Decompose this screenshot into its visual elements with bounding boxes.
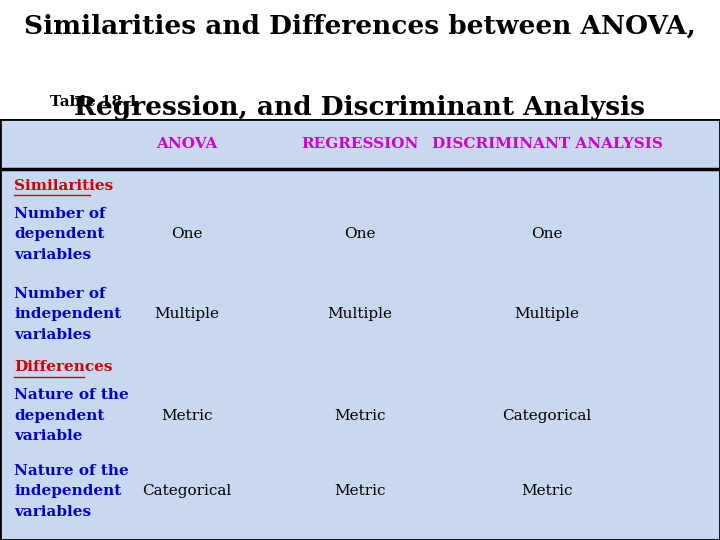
Text: ANOVA: ANOVA: [156, 137, 218, 151]
Text: DISCRIMINANT ANALYSIS: DISCRIMINANT ANALYSIS: [432, 137, 662, 151]
Text: Similarities: Similarities: [14, 179, 114, 193]
Text: Metric: Metric: [161, 409, 213, 423]
Text: Regression, and Discriminant Analysis: Regression, and Discriminant Analysis: [74, 94, 646, 119]
Text: Number of: Number of: [14, 287, 106, 301]
FancyBboxPatch shape: [0, 119, 720, 540]
Text: Metric: Metric: [334, 409, 386, 423]
Text: Table 18.1: Table 18.1: [50, 94, 139, 109]
Text: Metric: Metric: [521, 484, 573, 498]
Text: Categorical: Categorical: [143, 484, 232, 498]
Text: dependent: dependent: [14, 409, 105, 423]
Text: Categorical: Categorical: [503, 409, 592, 423]
Text: One: One: [171, 227, 203, 241]
Text: variables: variables: [14, 248, 91, 262]
Text: Multiple: Multiple: [515, 307, 580, 321]
Text: variable: variable: [14, 429, 83, 443]
Text: Multiple: Multiple: [328, 307, 392, 321]
Text: Nature of the: Nature of the: [14, 464, 129, 478]
Text: Number of: Number of: [14, 207, 106, 221]
Text: REGRESSION: REGRESSION: [301, 137, 419, 151]
Text: Multiple: Multiple: [155, 307, 220, 321]
Text: independent: independent: [14, 484, 122, 498]
Text: Metric: Metric: [334, 484, 386, 498]
Text: Similarities and Differences between ANOVA,: Similarities and Differences between ANO…: [24, 14, 696, 38]
Text: independent: independent: [14, 307, 122, 321]
Text: One: One: [531, 227, 563, 241]
Text: variables: variables: [14, 504, 91, 518]
Text: One: One: [344, 227, 376, 241]
Text: dependent: dependent: [14, 227, 105, 241]
Text: Differences: Differences: [14, 360, 113, 374]
Text: Nature of the: Nature of the: [14, 388, 129, 402]
Text: variables: variables: [14, 328, 91, 342]
